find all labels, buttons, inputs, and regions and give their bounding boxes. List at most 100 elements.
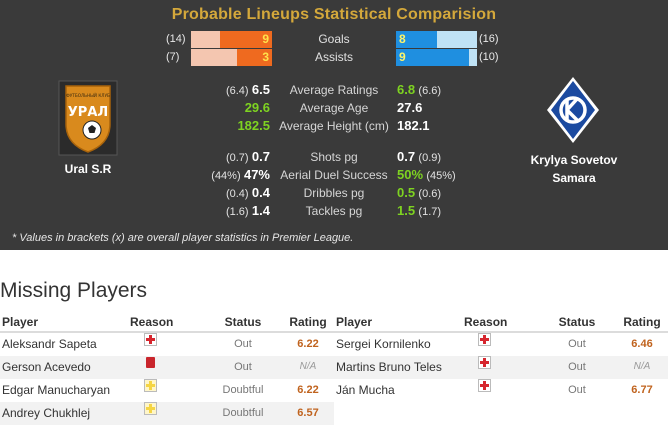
home-team-logo[interactable]: ФУТБОЛЬНЫЙ КЛУБ УРАЛ — [58, 80, 118, 156]
home-stat: (0.7) 0.7 — [226, 148, 270, 167]
injury-cross-icon — [478, 356, 491, 369]
away-stat-bracket: (6.6) — [418, 85, 442, 97]
header-player: Player — [336, 315, 373, 329]
table-row[interactable]: Martins Bruno Teles Out N/A — [334, 356, 668, 379]
away-stat: 50% (45%) — [397, 166, 456, 185]
home-stat-value: 0.7 — [251, 149, 270, 164]
stat-row: 29.6 Average Age 27.6 — [0, 99, 668, 117]
doubtful-cross-icon — [144, 402, 157, 415]
lineup-comparison-panel: Probable Lineups Statistical Comparision… — [0, 0, 668, 250]
home-stat-value: 182.5 — [237, 118, 270, 133]
away-stat: 27.6 — [397, 99, 422, 118]
away-bar-bracket: (10) — [479, 51, 499, 63]
player-status: Out — [568, 338, 586, 350]
away-bar-fill — [396, 49, 469, 66]
home-bar-value: 3 — [262, 50, 269, 64]
player-rating: 6.46 — [631, 338, 653, 350]
away-bar-value: 8 — [399, 32, 406, 46]
header-rating: Rating — [623, 315, 661, 329]
stat-label: Shots pg — [310, 150, 358, 164]
away-team-name-line1: Krylya Sovetov — [530, 153, 618, 167]
home-stat: (6.4) 6.5 — [226, 81, 270, 100]
player-name[interactable]: Andrey Chukhlej — [2, 406, 91, 420]
player-name[interactable]: Gerson Acevedo — [2, 360, 91, 374]
player-name[interactable]: Martins Bruno Teles — [336, 360, 442, 374]
player-name[interactable]: Ján Mucha — [336, 383, 395, 397]
away-stat: 182.1 — [397, 117, 430, 136]
player-name[interactable]: Aleksandr Sapeta — [2, 337, 97, 351]
home-stat-bracket: (0.4) — [225, 188, 249, 200]
home-stat: (44%) 47% — [211, 166, 270, 185]
stat-row: (1.6) 1.4 Tackles pg 1.5 (1.7) — [0, 202, 668, 220]
away-team-logo[interactable] — [545, 75, 601, 145]
home-missing-rows: Aleksandr Sapeta Out 6.22 Gerson Acevedo Out… — [0, 333, 334, 425]
home-stat: (0.4) 0.4 — [226, 184, 270, 203]
away-stat-value: 6.8 — [397, 82, 416, 97]
stat-label: Average Age — [299, 101, 369, 115]
stat-label: Average Height (cm) — [279, 119, 389, 133]
away-stat-value: 1.5 — [397, 203, 416, 218]
table-row[interactable]: Andrey Chukhlej Doubtful 6.57 — [0, 402, 334, 425]
injury-cross-icon — [478, 379, 491, 392]
away-bar-track: 8 — [396, 31, 477, 48]
player-rating: 6.57 — [297, 407, 319, 419]
home-stat-bracket: (1.6) — [225, 206, 249, 218]
bar-row-assists: (7) 3 Assists 9 (10) — [0, 49, 668, 66]
home-stat-bracket: (6.4) — [225, 85, 249, 97]
table-row[interactable]: Gerson Acevedo Out N/A — [0, 356, 334, 379]
home-stat-value: 1.4 — [251, 203, 270, 218]
away-stat-value: 0.5 — [397, 185, 416, 200]
player-rating: 6.22 — [297, 384, 319, 396]
red-card-icon — [144, 356, 157, 369]
away-stat-bracket: (1.7) — [418, 206, 442, 218]
player-name[interactable]: Sergei Kornilenko — [336, 337, 431, 351]
away-stat-bracket: (0.9) — [418, 152, 442, 164]
table-row[interactable]: Sergei Kornilenko Out 6.46 — [334, 333, 668, 356]
home-stat-bracket: (0.7) — [225, 152, 249, 164]
home-bar-value: 9 — [262, 32, 269, 46]
panel-title: Probable Lineups Statistical Comparision — [171, 6, 497, 23]
home-logo-text: УРАЛ — [68, 105, 108, 120]
home-logo-subtext: ФУТБОЛЬНЫЙ КЛУБ — [66, 93, 110, 98]
away-bar-value: 9 — [399, 50, 406, 64]
away-missing-rows: Sergei Kornilenko Out 6.46 Martins Bruno Te… — [334, 333, 668, 402]
away-bar-fill — [396, 31, 437, 48]
home-bar-bracket: (14) — [166, 33, 186, 45]
away-stat-value: 182.1 — [397, 118, 430, 133]
stat-row: (0.7) 0.7 Shots pg 0.7 (0.9) — [0, 148, 668, 166]
away-stat: 1.5 (1.7) — [397, 202, 441, 221]
player-status: Out — [568, 361, 586, 373]
away-stat-bracket: (45%) — [426, 170, 456, 182]
home-bar-bracket: (7) — [166, 51, 180, 63]
bar-label: Goals — [318, 32, 350, 46]
home-bar-fill — [237, 49, 272, 66]
injury-cross-icon — [478, 333, 491, 346]
home-stat: (1.6) 1.4 — [226, 202, 270, 221]
home-stat: 182.5 — [237, 117, 270, 136]
stat-row: (44%) 47% Aerial Duel Success 50% (45%) — [0, 166, 668, 184]
table-header: Player Reason Status Rating — [334, 311, 668, 333]
home-stat-value: 47% — [243, 167, 270, 182]
player-status: Out — [234, 361, 252, 373]
home-stat: 29.6 — [245, 99, 270, 118]
player-name[interactable]: Edgar Manucharyan — [2, 383, 111, 397]
table-row[interactable]: Aleksandr Sapeta Out 6.22 — [0, 333, 334, 356]
doubtful-cross-icon — [144, 379, 157, 392]
player-status: Doubtful — [222, 407, 264, 419]
away-missing-table: Player Reason Status Rating Sergei Korni… — [334, 311, 668, 402]
home-stat-value: 6.5 — [251, 82, 270, 97]
away-stat-value: 50% — [397, 167, 424, 182]
home-bar-track: 9 — [191, 31, 272, 48]
table-row[interactable]: Ján Mucha Out 6.77 — [334, 379, 668, 402]
injury-cross-icon — [144, 333, 157, 346]
away-team-name[interactable]: Krylya Sovetov Samara — [520, 152, 628, 186]
stat-label: Dribbles pg — [303, 186, 365, 200]
table-row[interactable]: Edgar Manucharyan Doubtful 6.22 — [0, 379, 334, 402]
stat-label: Aerial Duel Success — [280, 168, 388, 182]
home-team-name[interactable]: Ural S.R — [64, 162, 112, 176]
away-stat: 0.7 (0.9) — [397, 148, 441, 167]
header-reason: Reason — [464, 315, 508, 329]
player-rating: 6.22 — [297, 338, 319, 350]
away-stat-value: 0.7 — [397, 149, 416, 164]
header-reason: Reason — [130, 315, 174, 329]
